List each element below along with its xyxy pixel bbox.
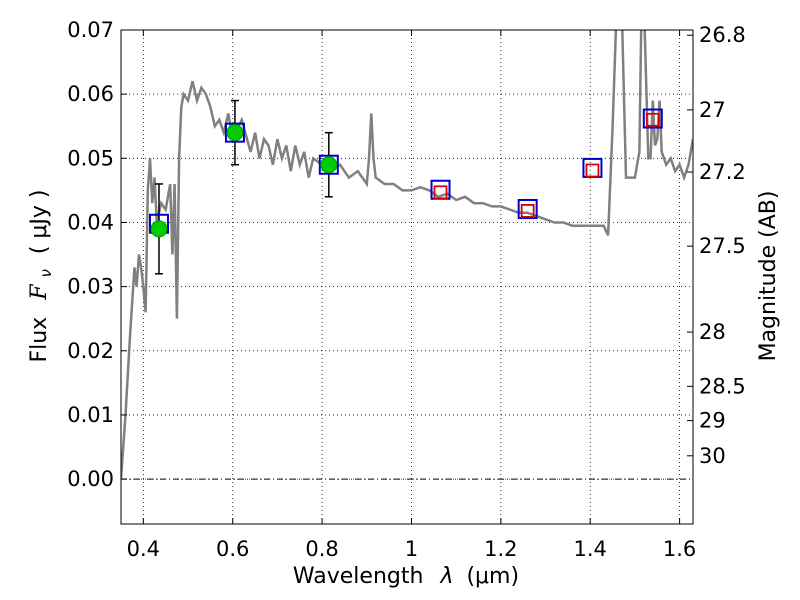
model-photometry-square [318, 154, 339, 175]
magnitude-tick-label: 28.5 [699, 374, 746, 398]
ir-photometry-square [645, 112, 660, 127]
observed-photometry-point [320, 156, 338, 174]
photometry-layer [148, 99, 663, 275]
observed-photometry-point [150, 220, 168, 238]
magnitude-tick-label: 27.2 [699, 160, 746, 184]
magnitude-axis-label: Magnitude (AB) [756, 191, 781, 362]
x-axis-label-unit: (μm) [466, 564, 519, 589]
y-tick-label: 0.05 [67, 146, 114, 170]
magnitude-tick-label: 29 [699, 409, 726, 433]
magnitude-tick-label: 26.8 [699, 23, 746, 47]
model-photometry-square [224, 122, 245, 143]
x-tick-label: 1.4 [574, 537, 607, 561]
model-photometry-square [517, 198, 538, 219]
y-tick-label: 0.02 [67, 339, 114, 363]
x-tick-label: 0.6 [216, 537, 249, 561]
magnitude-tick-label: 27.5 [699, 234, 746, 258]
model-photometry-square [642, 108, 663, 129]
magnitude-tick-label: 27 [699, 98, 726, 122]
y-axis-label-subscript: ν [37, 269, 55, 277]
y-tick-label: 0.00 [67, 467, 114, 491]
ir-photometry-square [433, 185, 448, 200]
y-axis-label-prefix: Flux [27, 317, 52, 363]
magnitude-tick-label: 30 [699, 444, 726, 468]
grid-layer [121, 29, 693, 524]
sed-template-layer [121, 30, 693, 480]
y-axis-label-symbol: F [27, 284, 52, 301]
y-tick-label: 0.06 [67, 82, 114, 106]
ir-photometry-square [585, 163, 600, 178]
observed-photometry-point [226, 124, 244, 142]
x-tick-label: 0.4 [127, 537, 160, 561]
plot-frame [120, 29, 694, 525]
x-axis-label-symbol: λ [439, 564, 453, 589]
x-axis-label: Wavelength λ (μm) [293, 564, 519, 589]
magnitude-tick-label: 28 [699, 320, 726, 344]
x-axis-label-prefix: Wavelength [293, 564, 424, 589]
x-tick-label: 1.2 [484, 537, 517, 561]
y-axis-label: Flux F ν ( μJy ) [27, 189, 57, 362]
ir-photometry-square [520, 204, 535, 218]
ticks-layer: 0.4 0.6 0.8 1 1.2 1.4 1.6 0.00 0.01 0.02 0.03 0.04 0… [67, 18, 746, 561]
x-tick-label: 1.6 [663, 537, 696, 561]
x-tick-label: 0.8 [305, 537, 338, 561]
y-tick-label: 0.07 [67, 18, 114, 42]
y-tick-label: 0.04 [67, 210, 114, 234]
x-tick-label: 1 [405, 537, 418, 561]
y-tick-label: 0.01 [67, 403, 114, 427]
sed-template-line [121, 30, 693, 480]
y-axis-label-unit: ( μJy ) [27, 189, 52, 254]
y-tick-label: 0.03 [67, 275, 114, 299]
